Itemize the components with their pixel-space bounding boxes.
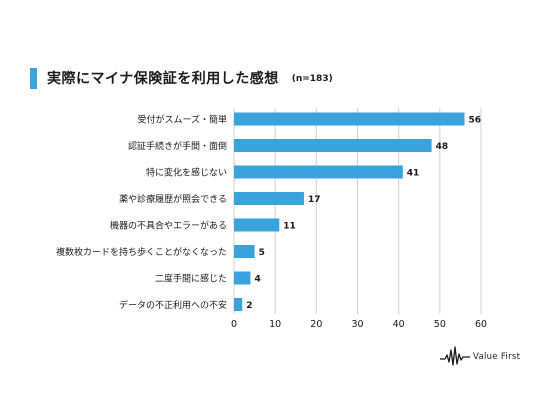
brand-logo: Value First [440, 346, 520, 368]
sample-size: (n=183) [291, 74, 333, 84]
bar [234, 298, 243, 311]
x-tick-label: 50 [434, 319, 446, 330]
category-label: 特に変化を感じない [146, 167, 227, 179]
bar [234, 165, 403, 179]
value-label: 2 [246, 301, 252, 311]
value-label: 56 [469, 116, 482, 126]
bar [234, 271, 251, 285]
x-tick-labels: 0 10 20 30 40 50 60 [231, 319, 487, 330]
logo-text: Value First [473, 352, 521, 362]
x-tick-label: 0 [231, 319, 237, 330]
category-label: 薬や診療履歴が照会できる [119, 193, 227, 205]
category-label: 二度手間に感じた [155, 273, 227, 285]
bar [234, 245, 255, 258]
bar [234, 192, 304, 205]
category-label: 認証手続きが手間・面倒 [128, 140, 227, 152]
bar [234, 139, 432, 152]
x-tick-label: 20 [310, 319, 322, 330]
category-labels: 受付がスムーズ・簡単認証手続きが手間・面倒特に変化を感じない薬や診療履歴が照会で… [56, 114, 227, 312]
grid-lines [233, 108, 482, 314]
value-label: 41 [407, 169, 420, 179]
value-labels: 56 48 41 17 11 5 4 2 [246, 116, 481, 312]
value-label: 11 [283, 222, 296, 232]
value-label: 48 [436, 142, 449, 152]
x-tick-label: 30 [351, 319, 363, 330]
bar [234, 218, 280, 232]
value-label: 5 [259, 248, 265, 258]
chart-header: 実際にマイナ保険証を利用した感想 (n=183) [30, 67, 333, 89]
x-tick-label: 60 [475, 319, 487, 330]
bars [234, 112, 465, 311]
value-label: 17 [308, 195, 321, 205]
x-tick-label: 40 [393, 319, 405, 330]
waveform-logo-icon [440, 346, 470, 366]
category-label: 受付がスムーズ・簡単 [137, 114, 227, 126]
title-accent-bar [30, 67, 37, 89]
chart-title: 実際にマイナ保険証を利用した感想 [47, 71, 279, 87]
value-label: 4 [254, 275, 260, 285]
category-label: データの不正利用への不安 [119, 299, 227, 311]
x-tick-label: 10 [269, 319, 281, 330]
category-label: 複数枚カードを持ち歩くことがなくなった [56, 246, 227, 258]
category-label: 機器の不具合やエラーがある [110, 220, 227, 232]
bar [234, 112, 465, 126]
